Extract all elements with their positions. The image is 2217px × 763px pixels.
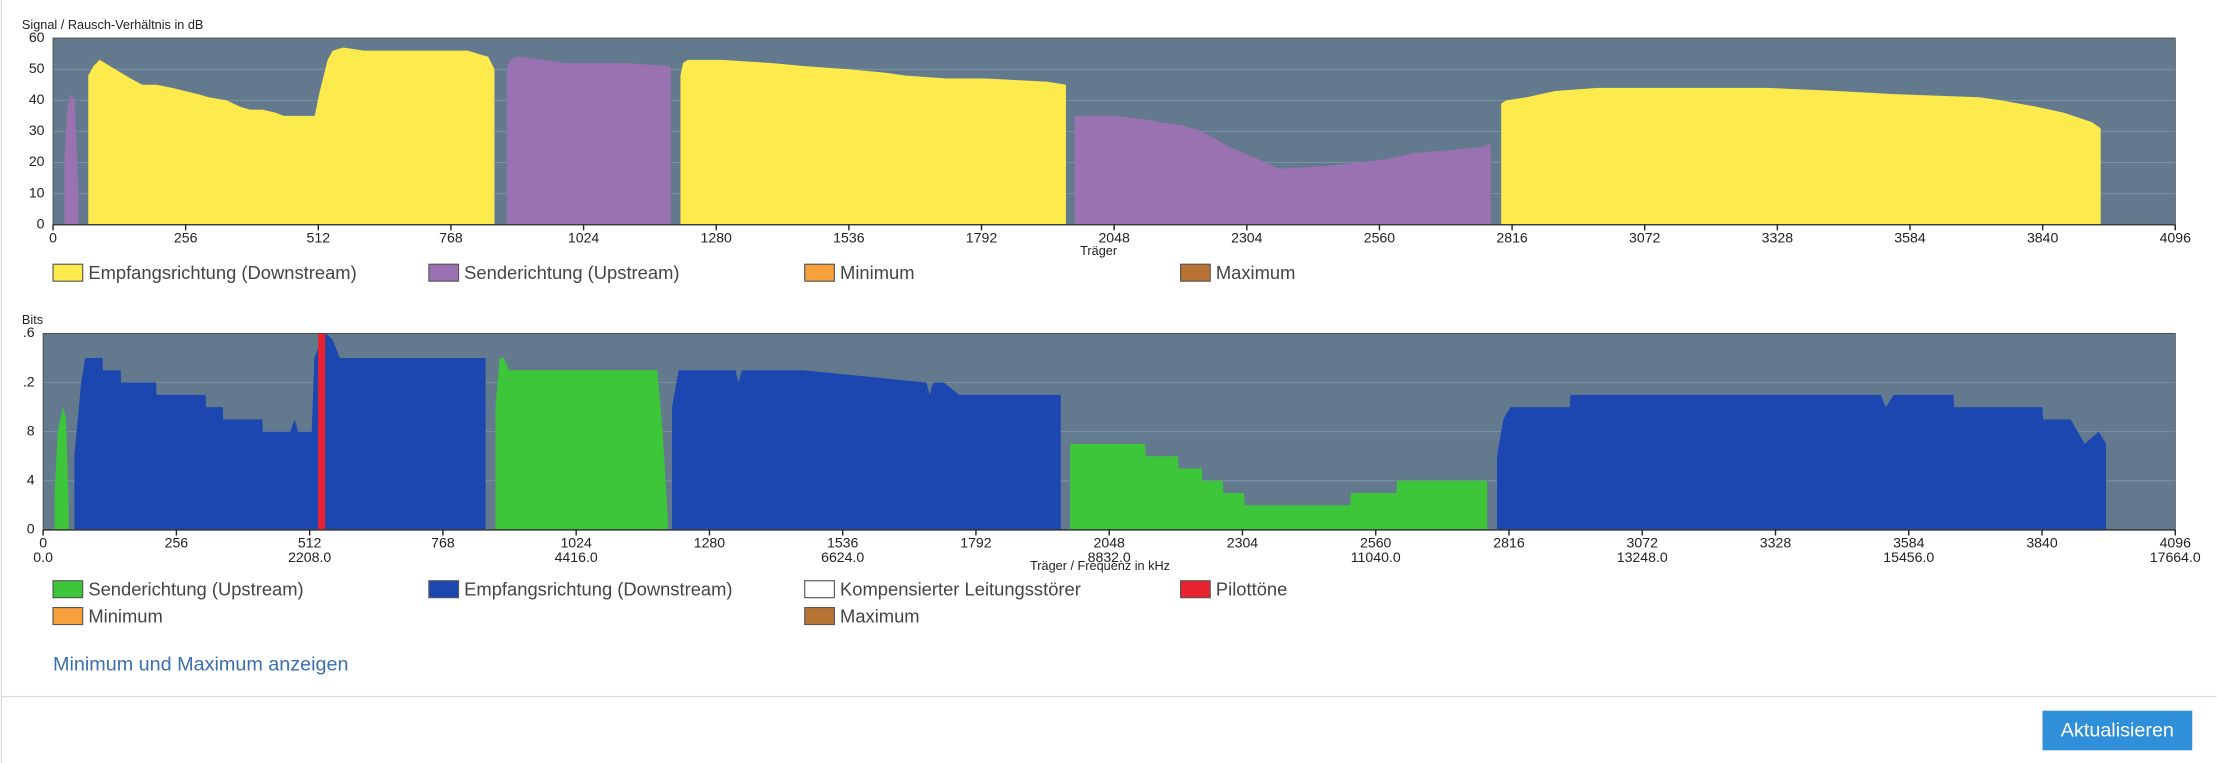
legend-label: Minimum <box>840 262 914 283</box>
x-tick-label: 256 <box>174 230 198 246</box>
x2-tick-label: 0.0 <box>33 549 53 565</box>
x-tick-label: 3584 <box>1893 535 1925 551</box>
legend-swatch <box>52 263 84 282</box>
x2-tick-label: 6624.0 <box>821 549 864 565</box>
x-tick-label: 1792 <box>966 230 998 246</box>
x-tick-label: 1536 <box>833 230 865 246</box>
y-tick-label: .2 <box>23 373 35 389</box>
x-tick-label: 1024 <box>560 535 592 551</box>
toggle-link[interactable]: Minimum und Maximum anzeigen <box>53 654 349 676</box>
x-tick-label: 3840 <box>2027 230 2059 246</box>
x-tick-label: 1280 <box>694 535 726 551</box>
y-tick-label: 20 <box>29 153 45 169</box>
x2-tick-label: 4416.0 <box>555 549 598 565</box>
x-tick-label: 512 <box>298 535 322 551</box>
x2-tick-label: 8832.0 <box>1088 549 1131 565</box>
legend-label: Pilottöne <box>1216 578 1287 599</box>
x2-tick-label: 17664.0 <box>2150 549 2201 565</box>
x-tick-label: 256 <box>165 535 189 551</box>
y-tick-label: 10 <box>29 184 45 200</box>
y-tick-label: 4 <box>27 471 35 487</box>
y-tick-label: .6 <box>23 324 35 340</box>
x-tick-label: 3072 <box>1627 535 1659 551</box>
legend-swatch <box>52 580 84 599</box>
x-tick-label: 768 <box>431 535 455 551</box>
x-tick-label: 1024 <box>568 230 600 246</box>
y-axis-label: Bits <box>22 312 43 327</box>
x-tick-label: 2304 <box>1231 230 1263 246</box>
x-tick-label: 0 <box>39 535 47 551</box>
legend-swatch <box>1179 580 1211 599</box>
x-axis-label: Träger / Frequenz in kHz <box>1030 558 1170 573</box>
legend-label: Maximum <box>1216 262 1296 283</box>
legend-label: Maximum <box>840 605 920 626</box>
x-tick-label: 2304 <box>1227 535 1259 551</box>
y-tick-label: 30 <box>29 122 45 138</box>
x-tick-label: 4096 <box>2160 535 2192 551</box>
x-tick-label: 2560 <box>1364 230 1396 246</box>
x-tick-label: 3584 <box>1894 230 1926 246</box>
area <box>74 333 2107 530</box>
legend-label: Minimum <box>88 605 162 626</box>
x-tick-label: 2816 <box>1493 535 1525 551</box>
legend-label: Empfangsrichtung (Downstream) <box>88 262 356 283</box>
x-tick-label: 768 <box>439 230 463 246</box>
area <box>88 47 2101 225</box>
y-tick-label: 0 <box>27 521 35 537</box>
x-tick-label: 2048 <box>1098 230 1130 246</box>
y-tick-label: 60 <box>29 29 45 45</box>
legend-swatch <box>804 607 835 626</box>
x-axis-label: Träger <box>1080 243 1118 258</box>
x-tick-label: 2816 <box>1496 230 1528 246</box>
legend-label: Senderichtung (Upstream) <box>88 578 303 599</box>
x2-tick-label: 2208.0 <box>288 549 331 565</box>
x2-tick-label: 13248.0 <box>1617 549 1668 565</box>
area <box>54 358 1488 530</box>
y-tick-label: 40 <box>29 91 45 107</box>
x-tick-label: 2048 <box>1094 535 1126 551</box>
legend-label: Empfangsrichtung (Downstream) <box>464 578 732 599</box>
legend-swatch <box>428 580 460 599</box>
x-tick-label: 3072 <box>1629 230 1661 246</box>
x-tick-label: 3840 <box>2026 535 2058 551</box>
y-tick-label: 0 <box>37 215 45 231</box>
x-tick-label: 3328 <box>1760 535 1792 551</box>
legend-swatch <box>804 263 835 282</box>
x-tick-label: 4096 <box>2160 230 2192 246</box>
plot-border <box>42 333 2176 531</box>
y-axis-label: Signal / Rausch-Verhältnis in dB <box>22 17 203 32</box>
x2-tick-label: 11040.0 <box>1351 549 1401 565</box>
x2-tick-label: 15456.0 <box>1883 549 1934 565</box>
x-tick-label: 3328 <box>1762 230 1794 246</box>
y-tick-label: 8 <box>27 422 35 438</box>
refresh-button-label[interactable]: Aktualisieren <box>2061 719 2174 741</box>
area <box>64 56 1491 225</box>
legend-swatch <box>52 607 84 626</box>
x-tick-label: 0 <box>49 230 57 246</box>
legend-label: Senderichtung (Upstream) <box>464 262 679 283</box>
y-tick-label: 50 <box>29 60 45 76</box>
legend-swatch <box>804 580 835 599</box>
refresh-button[interactable] <box>2042 710 2193 751</box>
x-tick-label: 1792 <box>960 535 992 551</box>
pilot-tone <box>318 333 326 530</box>
x-tick-label: 1280 <box>701 230 733 246</box>
legend-label: Kompensierter Leitungsstörer <box>840 578 1081 599</box>
legend-swatch <box>428 263 460 282</box>
x-tick-label: 2560 <box>1360 535 1392 551</box>
x-tick-label: 512 <box>307 230 331 246</box>
x-tick-label: 1536 <box>827 535 859 551</box>
legend-swatch <box>1179 263 1211 282</box>
